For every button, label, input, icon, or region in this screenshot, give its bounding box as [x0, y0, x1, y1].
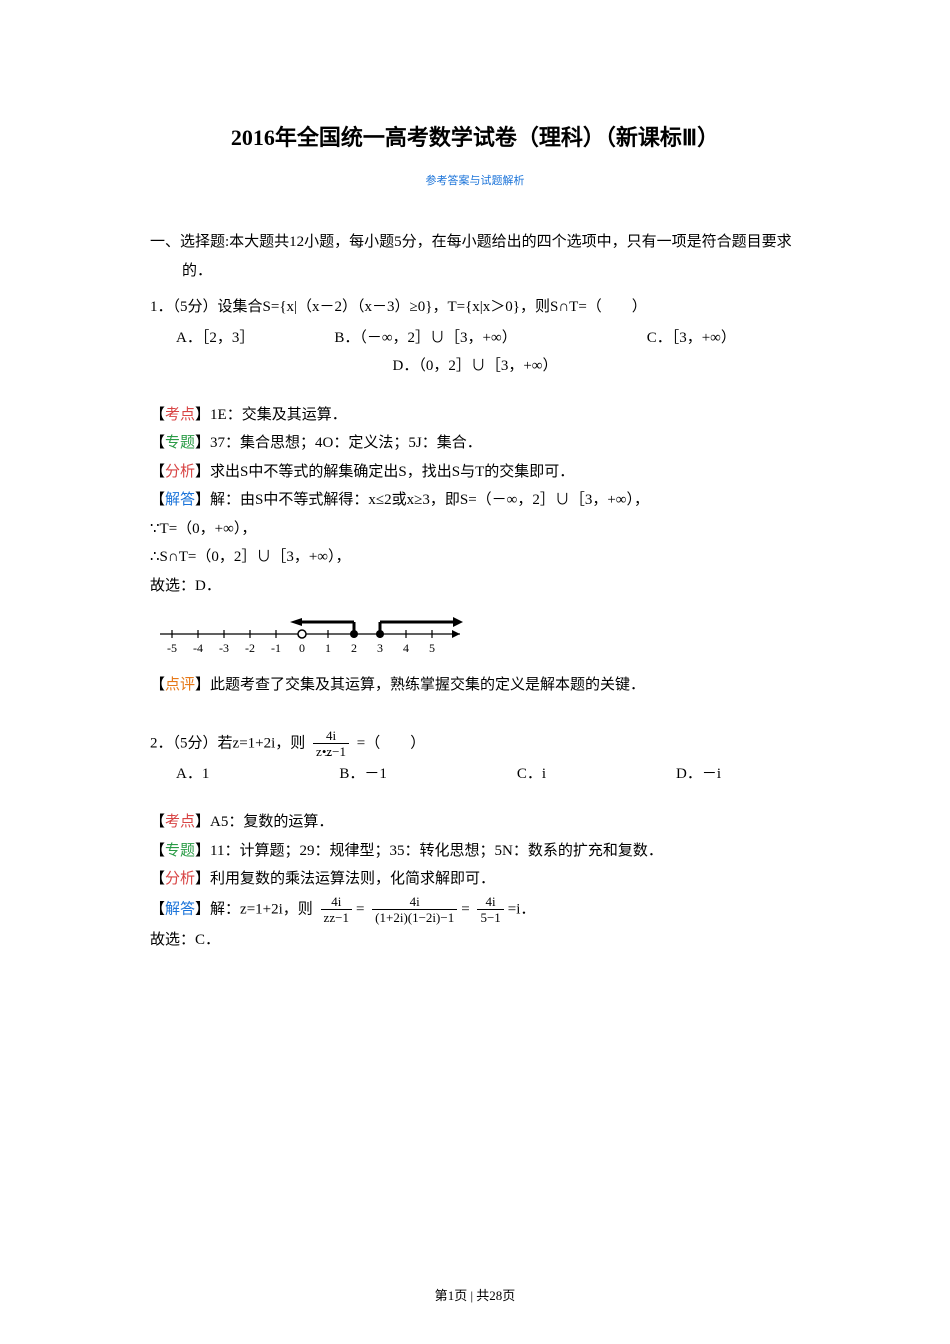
svg-text:-4: -4	[193, 641, 203, 655]
question-1-stem: 1．（5分）设集合S={x|（x－2）（x－3）≥0}，T={x|x＞0}，则S…	[150, 293, 800, 322]
svg-text:5: 5	[429, 641, 435, 655]
q2-kaodian-text: A5：复数的运算．	[210, 814, 333, 830]
q1-jieda-1-text: 解：由S中不等式解得：x≤2或x≥3，即S=（－∞，2］∪［3，+∞），	[210, 492, 649, 508]
q1-number-line-figure: -5 -4 -3 -2 -1 0 1 2 3 4 5	[150, 608, 490, 663]
q1-fenxi-text: 求出S中不等式的解集确定出S，找出S与T的交集即可．	[210, 464, 574, 480]
svg-text:3: 3	[377, 641, 383, 655]
q1-fenxi: 【分析】求出S中不等式的解集确定出S，找出S与T的交集即可．	[150, 458, 800, 487]
q2-jieda: 【解答】解：z=1+2i，则 4izz−1= 4i(1+2i)(1−2i)−1=…	[150, 894, 800, 926]
q1-analysis: 【考点】1E：交集及其运算． 【专题】37：集合思想；4O：定义法；5J：集合．…	[150, 401, 800, 700]
q2-fraction: 4i z•_z−1	[313, 728, 349, 760]
q1-jieda-4: 故选：D．	[150, 572, 800, 601]
q1-zhuanti: 【专题】37：集合思想；4O：定义法；5J：集合．	[150, 429, 800, 458]
q2-frac-den: z•_z−1	[313, 744, 349, 760]
q2-points: （5分）	[173, 735, 218, 751]
page-title: 2016年全国统一高考数学试卷（理科）（新课标Ⅲ）	[150, 120, 800, 152]
footer-total: 28	[489, 1288, 502, 1303]
q1-jieda-3: ∴S∩T=（0，2］∪［3，+∞），	[150, 543, 800, 572]
q2-jieda-suffix: =i．	[508, 901, 536, 917]
q1-jieda-1: 【解答】解：由S中不等式解得：x≤2或x≥3，即S=（－∞，2］∪［3，+∞），	[150, 486, 800, 515]
f3n: 4i	[477, 894, 503, 911]
q1-dianping-text: 此题考查了交集及其运算，熟练掌握交集的定义是解本题的关键．	[210, 677, 645, 693]
svg-text:-2: -2	[245, 641, 255, 655]
q1-options-row2: D．（0，2］∪［3，+∞）	[150, 352, 800, 381]
page-footer: 第1页 | 共28页	[0, 1285, 950, 1304]
fenxi-label: 分析	[165, 871, 195, 887]
svg-text:-5: -5	[167, 641, 177, 655]
f2d: (1+2i)(1−2i)−1	[372, 910, 457, 926]
svg-text:0: 0	[299, 641, 305, 655]
kaodian-label: 考点	[165, 407, 195, 423]
q2-options: A．1 B．－1 C．i D．－i	[150, 760, 800, 789]
q1-option-a: A．［2，3］	[176, 330, 254, 346]
f1n: 4i	[321, 894, 352, 911]
q2-jieda-2: 故选：C．	[150, 926, 800, 955]
q2-analysis: 【考点】A5：复数的运算． 【专题】11：计算题；29：规律型；35：转化思想；…	[150, 808, 800, 954]
q1-zhuanti-text: 37：集合思想；4O：定义法；5J：集合．	[210, 435, 482, 451]
footer-mid: 页 | 共	[454, 1288, 489, 1303]
q1-stem-text: 设集合S={x|（x－2）（x－3）≥0}，T={x|x＞0}，则S∩T=（ ）	[218, 299, 647, 315]
q2-frac2: 4i(1+2i)(1−2i)−1	[372, 894, 457, 926]
q1-option-b: B．（－∞，2］∪［3，+∞）	[334, 330, 516, 346]
q1-option-c: C．［3，+∞）	[647, 330, 736, 346]
q1-points: （5分）	[173, 299, 218, 315]
svg-text:1: 1	[325, 641, 331, 655]
q2-option-d: D．－i	[676, 766, 721, 782]
fenxi-label: 分析	[165, 464, 195, 480]
f2n: 4i	[372, 894, 457, 911]
q1-options-row1: A．［2，3］ B．（－∞，2］∪［3，+∞） C．［3，+∞）	[150, 324, 800, 353]
q2-zhuanti-text: 11：计算题；29：规律型；35：转化思想；5N：数系的扩充和复数．	[210, 843, 663, 859]
footer-suffix: 页	[502, 1288, 515, 1303]
eq1: =	[356, 901, 364, 917]
kaodian-label: 考点	[165, 814, 195, 830]
q2-zhuanti: 【专题】11：计算题；29：规律型；35：转化思想；5N：数系的扩充和复数．	[150, 837, 800, 866]
eq2: =	[461, 901, 469, 917]
svg-text:-1: -1	[271, 641, 281, 655]
jieda-label: 解答	[165, 492, 195, 508]
q2-prefix: 若z=1+2i，则	[218, 735, 306, 751]
q1-dianping: 【点评】此题考查了交集及其运算，熟练掌握交集的定义是解本题的关键．	[150, 671, 800, 700]
question-2-stem: 2．（5分）若z=1+2i，则 4i z•_z−1 =（ ）	[150, 728, 800, 760]
svg-text:2: 2	[351, 641, 357, 655]
q2-frac3: 4i5−1	[477, 894, 503, 926]
zhuanti-label: 专题	[165, 843, 195, 859]
q2-number: 2．	[150, 735, 173, 751]
zhuanti-label: 专题	[165, 435, 195, 451]
q1-jieda-2: ∵T=（0，+∞），	[150, 515, 800, 544]
f1d: zz−1	[321, 910, 352, 926]
dianping-label: 点评	[165, 677, 195, 693]
q2-option-a: A．1	[176, 766, 209, 782]
jieda-label: 解答	[165, 901, 195, 917]
section-header: 一、选择题:本大题共12小题，每小题5分，在每小题给出的四个选项中，只有一项是符…	[150, 228, 800, 285]
q2-jieda-prefix: 解：z=1+2i，则	[210, 901, 313, 917]
q2-suffix: =（ ）	[357, 735, 425, 751]
q1-number: 1．	[150, 299, 173, 315]
page-subtitle: 参考答案与试题解析	[150, 172, 800, 188]
svg-text:-3: -3	[219, 641, 229, 655]
q2-fenxi: 【分析】利用复数的乘法运算法则，化简求解即可．	[150, 865, 800, 894]
q2-option-c: C．i	[517, 766, 546, 782]
q1-kaodian-text: 1E：交集及其运算．	[210, 407, 347, 423]
f3d: 5−1	[477, 910, 503, 926]
q2-option-b: B．－1	[339, 766, 387, 782]
q2-frac1: 4izz−1	[321, 894, 352, 926]
q1-option-d: D．（0，2］∪［3，+∞）	[393, 358, 558, 374]
q1-kaodian: 【考点】1E：交集及其运算．	[150, 401, 800, 430]
footer-prefix: 第	[435, 1288, 448, 1303]
q2-kaodian: 【考点】A5：复数的运算．	[150, 808, 800, 837]
q2-fenxi-text: 利用复数的乘法运算法则，化简求解即可．	[210, 871, 495, 887]
svg-text:4: 4	[403, 641, 409, 655]
